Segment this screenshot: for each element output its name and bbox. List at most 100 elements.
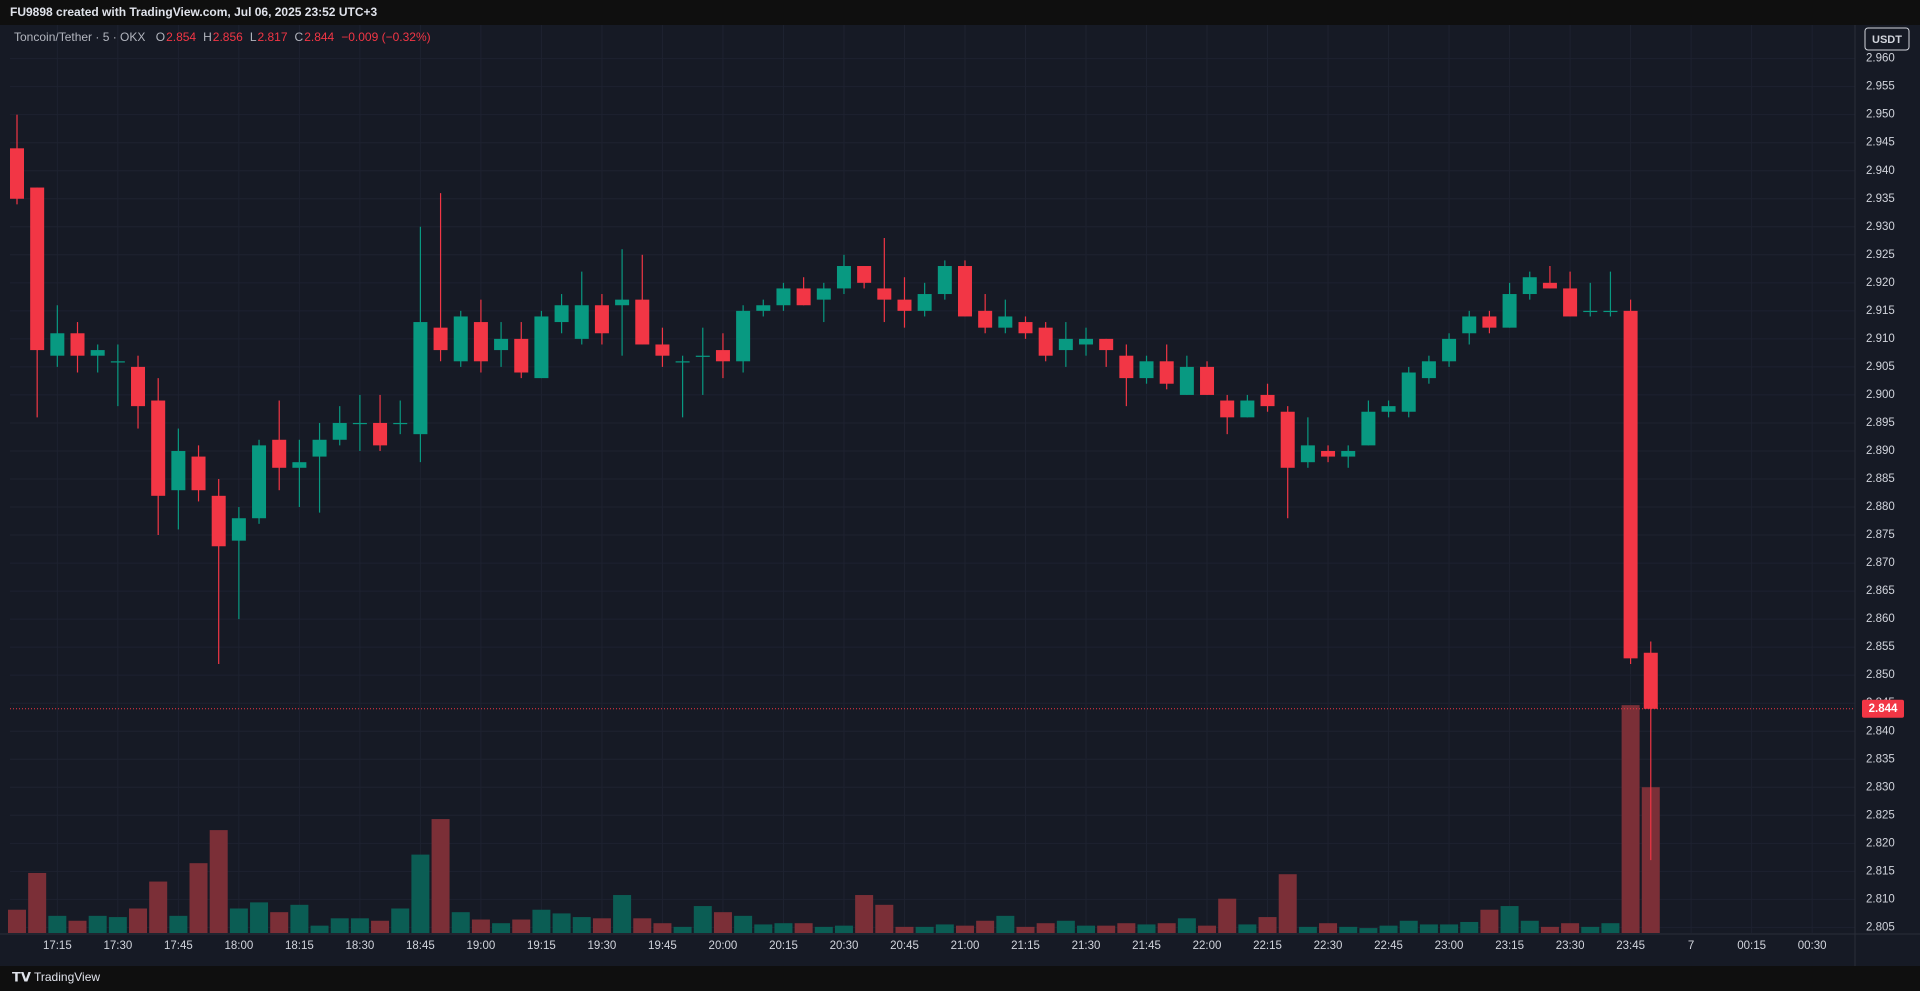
x-tick-label: 18:45 xyxy=(406,940,435,952)
x-tick-label: 19:30 xyxy=(588,940,617,952)
x-tick-label: 22:15 xyxy=(1253,940,1282,952)
candle-body xyxy=(937,266,952,295)
candle-body xyxy=(191,456,206,491)
currency-button[interactable] xyxy=(1864,27,1910,51)
candle-body xyxy=(373,422,388,446)
x-tick-label: 00:30 xyxy=(1798,940,1827,952)
y-tick-label: 2.850 xyxy=(1866,669,1895,681)
candle-body xyxy=(171,450,186,491)
candle-body xyxy=(211,495,226,547)
candle-body xyxy=(675,361,690,363)
y-tick-label: 2.955 xyxy=(1866,81,1895,93)
candle-body xyxy=(1139,361,1154,379)
candle-body xyxy=(1401,372,1416,412)
candle-body xyxy=(1159,361,1174,384)
candle-body xyxy=(514,338,529,373)
candle-body xyxy=(877,288,892,300)
volume-bar xyxy=(976,920,995,933)
candle-body xyxy=(1542,282,1557,289)
candle-body xyxy=(1220,400,1235,418)
x-tick-label: 23:30 xyxy=(1556,940,1585,952)
x-tick-label: 21:45 xyxy=(1132,940,1161,952)
volume-bar xyxy=(1258,917,1277,933)
candle-body xyxy=(715,350,730,362)
volume-bar xyxy=(371,920,390,933)
volume-bar xyxy=(955,925,974,933)
y-tick-label: 2.880 xyxy=(1866,501,1895,513)
volume-bar xyxy=(774,923,793,933)
x-tick-label: 20:45 xyxy=(890,940,919,952)
y-tick-label: 2.835 xyxy=(1866,753,1895,765)
x-tick-label: 22:30 xyxy=(1314,940,1343,952)
volume-bar xyxy=(1581,926,1600,933)
volume-bar xyxy=(310,925,329,933)
candle-body xyxy=(534,316,549,379)
x-tick-label: 18:30 xyxy=(345,940,374,952)
volume-bar xyxy=(108,917,127,933)
y-tick-label: 2.840 xyxy=(1866,725,1895,737)
x-tick-label: 00:15 xyxy=(1737,940,1766,952)
last-price-label: 2.844 xyxy=(1869,703,1898,715)
ohlc-value: 2.844 xyxy=(304,30,335,44)
candle-body xyxy=(978,310,993,328)
volume-bar xyxy=(1540,926,1559,933)
header-text: FU9898 created with TradingView.com, Jul… xyxy=(10,5,377,19)
volume-bar xyxy=(169,915,188,933)
x-tick-label: 20:15 xyxy=(769,940,798,952)
volume-bar xyxy=(532,909,551,933)
volume-bar xyxy=(1157,923,1176,933)
volume-bar xyxy=(209,830,228,933)
volume-bar xyxy=(391,908,410,933)
candle-body xyxy=(1583,310,1598,313)
volume-bar xyxy=(895,926,914,933)
volume-bar xyxy=(1359,928,1378,933)
x-tick-label: 19:15 xyxy=(527,940,556,952)
candle-body xyxy=(151,400,166,496)
x-tick-label: 17:45 xyxy=(164,940,193,952)
candle-body xyxy=(433,327,448,351)
candle-body xyxy=(857,266,872,283)
symbol: Toncoin/Tether · 5 · OKX xyxy=(14,30,146,44)
candle-body xyxy=(231,518,246,541)
volume-bar xyxy=(290,904,309,933)
x-tick-label: 23:00 xyxy=(1435,940,1464,952)
candle-body xyxy=(1482,316,1497,328)
candle-body xyxy=(70,333,85,356)
y-tick-label: 2.935 xyxy=(1866,193,1895,205)
candle-body xyxy=(1038,327,1053,356)
volume-bar xyxy=(28,872,47,933)
volume-bar xyxy=(1036,923,1055,933)
legend: Toncoin/Tether · 5 · OKX O2.854 H2.856 L2.… xyxy=(14,30,432,44)
volume-bar xyxy=(1097,925,1116,933)
currency-label[interactable]: USDT xyxy=(1872,34,1902,46)
y-tick-label: 2.895 xyxy=(1866,417,1895,429)
candle-body xyxy=(1643,652,1658,709)
volume-bar xyxy=(1137,924,1156,933)
candle-body xyxy=(1079,338,1094,345)
volume-bar xyxy=(1500,906,1519,933)
candle-body xyxy=(473,322,488,362)
volume-bar xyxy=(512,919,531,933)
volume-bar xyxy=(330,918,349,933)
last-price-box xyxy=(1862,699,1904,718)
volume-bar xyxy=(834,925,853,933)
volume-bar xyxy=(996,915,1015,933)
bottom-bar xyxy=(0,966,1920,991)
volume-bar xyxy=(572,917,591,933)
candle-body xyxy=(796,288,811,306)
candle-body xyxy=(1321,450,1336,457)
x-tick-label: 23:45 xyxy=(1616,940,1645,952)
volume-bar xyxy=(88,915,107,933)
volume-bar xyxy=(693,906,712,933)
candle-body xyxy=(1502,294,1517,328)
volume-bar xyxy=(471,919,490,933)
footer-logo-mark: 𝗧𝗩 xyxy=(12,969,31,984)
x-tick-label: 22:45 xyxy=(1374,940,1403,952)
y-tick-label: 2.815 xyxy=(1866,865,1895,877)
volume-bar xyxy=(613,895,632,933)
x-tick-label: 19:00 xyxy=(467,940,496,952)
volume-bar xyxy=(875,904,894,933)
y-tick-label: 2.865 xyxy=(1866,585,1895,597)
volume-bar xyxy=(592,918,611,933)
